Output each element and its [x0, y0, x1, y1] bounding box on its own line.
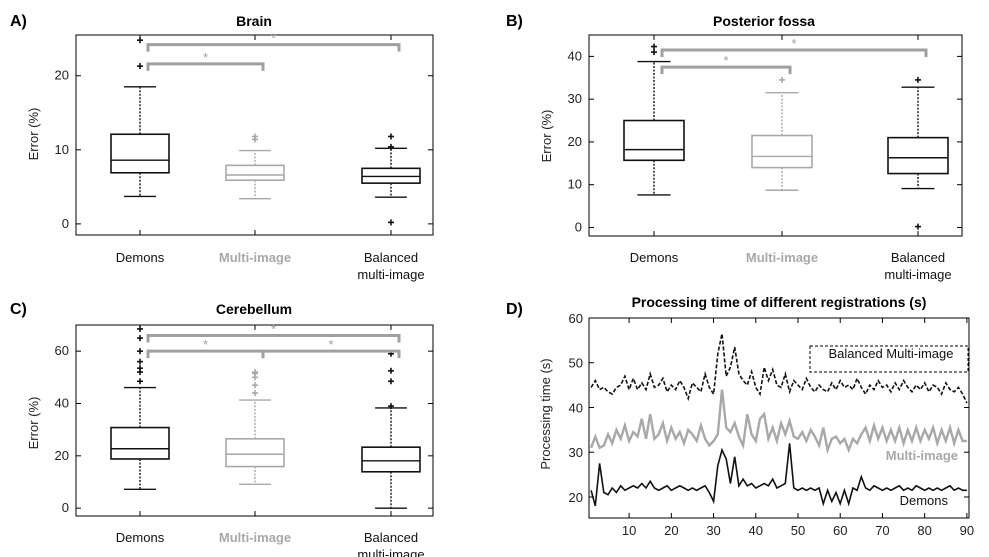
panel-b-ytick-label: 10 [568, 177, 582, 192]
panel-a-box [362, 168, 420, 183]
panel-c-label: C) [10, 301, 27, 318]
panel-d-series-label: Multi-image [886, 448, 958, 463]
panel-d-ytick-label: 20 [569, 490, 583, 505]
panel-d-ylabel: Processing time (s) [538, 358, 553, 469]
panel-b-box [888, 138, 948, 174]
panel-c-ylabel: Error (%) [26, 397, 41, 450]
panel-d-title: Processing time of different registratio… [632, 294, 927, 310]
panel-b-box [624, 121, 684, 161]
panel-a-categories: Demons Multi-image Balanced multi-image [116, 250, 425, 282]
panel-b-significance-bracket [662, 50, 926, 57]
panel-d-ytick-label: 30 [569, 445, 583, 460]
panel-a: A) Brain Error (%) Demons Multi-image Bala… [10, 13, 433, 282]
panel-c: C) Cerebellum Error (%) Demons Multi-imag… [10, 301, 433, 557]
panel-b-significance-label: * [791, 36, 796, 51]
panel-b-ytick-label: 40 [568, 48, 582, 63]
panel-b-categories: Demons Multi-image Balanced multi-image [630, 250, 952, 282]
panel-a-category-label: Multi-image [219, 250, 291, 265]
panel-d-series-label: Balanced Multi-image [828, 346, 953, 361]
panel-a-category-label: multi-image [357, 267, 424, 282]
panel-a-significance-bracket [148, 45, 399, 52]
panel-c-category-label: Demons [116, 530, 165, 545]
panel-c-box [362, 447, 420, 472]
panel-c-title: Cerebellum [216, 301, 292, 317]
panel-b-label: B) [506, 13, 523, 30]
panel-d-series-line [591, 390, 967, 450]
panel-b-ylabel: Error (%) [539, 110, 554, 163]
panel-c-category-label: Balanced [364, 530, 418, 545]
panel-d-label: D) [506, 301, 523, 318]
panel-b-category-label: Balanced [891, 250, 945, 265]
panel-b-category-label: Multi-image [746, 250, 818, 265]
panel-b-ytick-label: 30 [568, 91, 582, 106]
panel-d-xtick-label: 60 [833, 523, 847, 538]
panel-d-series-label: Demons [900, 493, 949, 508]
panel-b: B) Posterior fossa Error (%) Demons Multi… [506, 13, 962, 282]
panel-a-ytick-label: 20 [55, 68, 69, 83]
panel-c-significance-label: * [203, 337, 208, 352]
panel-d-xtick-label: 90 [960, 523, 974, 538]
panel-c-significance-bracket [263, 351, 399, 358]
panel-c-ytick-label: 60 [55, 343, 69, 358]
panel-a-significance-label: * [203, 50, 208, 65]
panel-d-xtick-label: 30 [706, 523, 720, 538]
panel-c-categories: Demons Multi-image Balanced multi-image [116, 530, 425, 557]
panel-d-xtick-label: 10 [622, 523, 636, 538]
panel-a-significance-label: * [271, 31, 276, 46]
panel-a-label: A) [10, 13, 27, 30]
panel-c-ytick-label: 0 [62, 500, 69, 515]
panel-a-ytick-label: 0 [62, 216, 69, 231]
panel-d-xtick-label: 40 [749, 523, 763, 538]
panel-b-title: Posterior fossa [713, 13, 815, 29]
panel-c-box [111, 428, 169, 459]
panel-a-category-label: Demons [116, 250, 165, 265]
panel-b-ytick-label: 0 [575, 219, 582, 234]
panel-d-ytick-label: 40 [569, 400, 583, 415]
panel-d-xtick-label: 80 [917, 523, 931, 538]
panel-a-box [226, 165, 284, 180]
panel-a-title: Brain [236, 13, 272, 29]
panel-d-xtick-label: 70 [875, 523, 889, 538]
panel-b-ytick-label: 20 [568, 134, 582, 149]
panel-c-significance-label: * [271, 321, 276, 336]
panel-a-category-label: Balanced [364, 250, 418, 265]
panel-b-significance-label: * [723, 53, 728, 68]
panel-b-category-label: multi-image [884, 267, 951, 282]
panel-b-significance-bracket [662, 67, 790, 74]
panel-a-significance-bracket [148, 64, 263, 71]
panel-d-xtick-label: 50 [791, 523, 805, 538]
panel-b-box [752, 136, 812, 168]
panel-c-category-label: Multi-image [219, 530, 291, 545]
panel-a-ytick-label: 10 [55, 142, 69, 157]
panel-c-ytick-label: 40 [55, 395, 69, 410]
panel-c-significance-label: * [328, 337, 333, 352]
panel-a-box [111, 134, 169, 173]
panel-c-significance-bracket [148, 335, 399, 342]
panel-a-ylabel: Error (%) [26, 108, 41, 161]
panel-d-xtick-label: 20 [664, 523, 678, 538]
panel-d-ytick-label: 60 [569, 311, 583, 326]
panel-c-ytick-label: 20 [55, 448, 69, 463]
panel-b-category-label: Demons [630, 250, 679, 265]
panel-c-significance-bracket [148, 351, 263, 358]
panel-c-category-label: multi-image [357, 547, 424, 557]
panel-d-ytick-label: 50 [569, 356, 583, 371]
panel-c-box [226, 439, 284, 467]
panel-d: D) Processing time of different registra… [506, 294, 974, 538]
